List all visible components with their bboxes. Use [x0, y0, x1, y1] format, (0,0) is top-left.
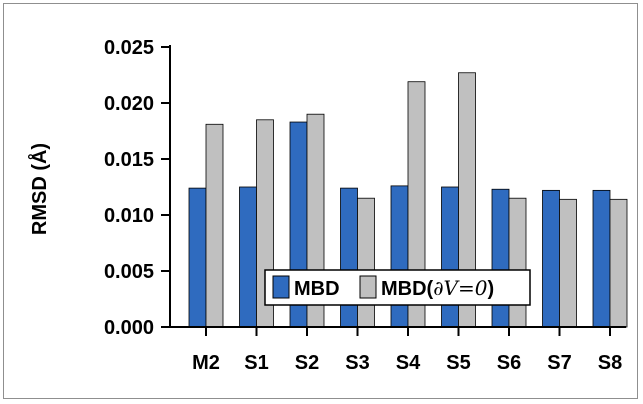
- x-ticks-group: M2 S1 S2 S3 S4 S5 S6 S7 S8: [192, 327, 622, 374]
- y-tick-label-4: 0.020: [104, 93, 154, 115]
- x-tick-label-s8: S8: [598, 352, 622, 374]
- y-tick-label-3: 0.015: [104, 149, 154, 171]
- y-ticks-group: 0.000 0.005 0.010 0.015 0.020 0.025: [104, 37, 170, 339]
- legend-label-mbd-dv0-tail: ): [488, 278, 495, 300]
- legend-swatch-mbd-dv0: [359, 275, 377, 299]
- x-tick-label-m2: M2: [192, 352, 220, 374]
- bar-mbd-s3: [340, 187, 358, 328]
- x-tick-label-s3: S3: [345, 352, 369, 374]
- legend-label-mbd-dv0-main: MBD(: [381, 278, 434, 300]
- x-tick-label-s5: S5: [446, 352, 470, 374]
- bar-mbd-dv0-s6: [508, 197, 527, 328]
- legend-swatch-mbd: [272, 275, 290, 299]
- x-tick-label-s4: S4: [396, 352, 421, 374]
- bar-mbd-dv0-s3: [357, 197, 375, 328]
- legend-label-mbd-dv0-math: ∂V=0: [433, 276, 488, 300]
- chart-frame: RMSD (Å) 0.000 0.005 0.010 0.015 0.020 0.025 …: [3, 3, 638, 399]
- bar-mbd-dv0-s8: [609, 198, 628, 328]
- y-tick-label-5: 0.025: [104, 37, 154, 59]
- axes-group: [169, 45, 626, 328]
- legend: MBD MBD(∂V=0): [264, 269, 531, 306]
- x-tick-label-s2: S2: [295, 352, 319, 374]
- bar-mbd-s6: [491, 188, 510, 328]
- y-tick-label-0: 0.000: [104, 317, 154, 339]
- bar-mbd-dv0-s7: [559, 198, 577, 328]
- y-axis-label: RMSD (Å): [27, 143, 51, 235]
- legend-label-mbd: MBD: [294, 278, 340, 300]
- x-tick-label-s6: S6: [497, 352, 521, 374]
- legend-box: [264, 269, 531, 306]
- y-tick-label-1: 0.005: [104, 261, 154, 283]
- x-tick-label-s1: S1: [244, 352, 268, 374]
- bar-mbd-s8: [592, 189, 611, 328]
- bar-mbd-dv0-m2: [205, 123, 224, 328]
- bar-mbd-s5: [441, 186, 459, 328]
- x-tick-label-s7: S7: [547, 352, 571, 374]
- bar-chart: RMSD (Å) 0.0000.0050.0100.0150.0200.025 …: [27, 37, 628, 374]
- bar-mbd-s7: [542, 189, 560, 328]
- bar-mbd-s4: [390, 185, 409, 328]
- legend-label-mbd-dv0: MBD(∂V=0): [381, 276, 494, 300]
- bar-mbd-m2: [188, 187, 207, 328]
- y-tick-label-2: 0.010: [104, 205, 154, 227]
- bar-mbd-s1: [239, 186, 257, 328]
